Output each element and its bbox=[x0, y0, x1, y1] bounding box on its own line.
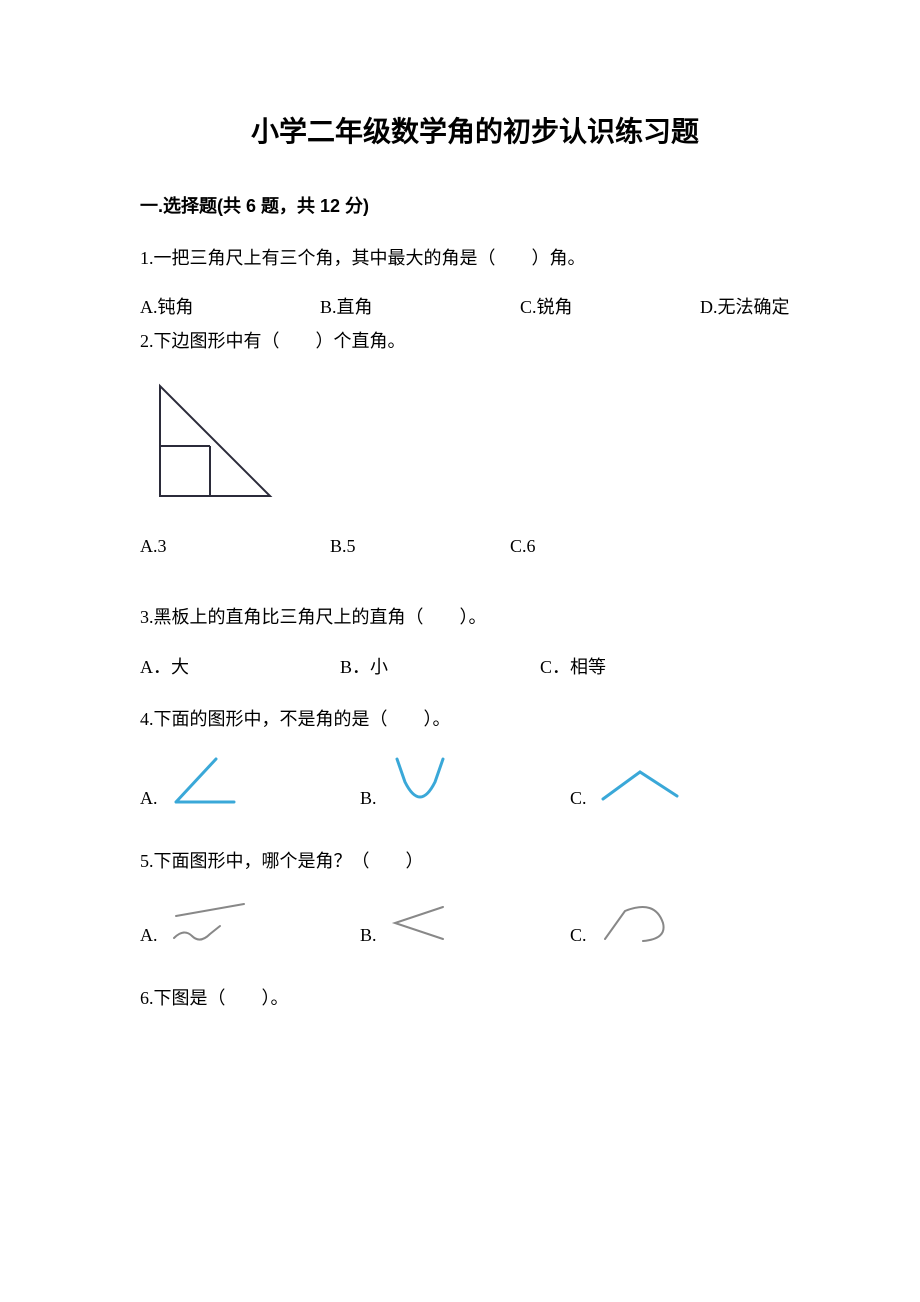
q5-label-c: C. bbox=[570, 925, 587, 946]
q4-option-b: B. bbox=[360, 754, 570, 809]
q4-shape-b bbox=[385, 754, 455, 809]
q4-label-b: B. bbox=[360, 788, 377, 809]
q4-label-c: C. bbox=[570, 788, 587, 809]
q2-option-c: C.6 bbox=[510, 536, 660, 557]
q5-label-b: B. bbox=[360, 925, 377, 946]
q1-options: A.钝角 B.直角 C.锐角 D.无法确定 bbox=[140, 293, 810, 319]
q1-option-c: C.锐角 bbox=[520, 293, 700, 319]
q4-option-c: C. bbox=[570, 764, 770, 809]
q5-shape-c bbox=[595, 901, 675, 946]
q4-shape-a bbox=[166, 754, 246, 809]
section-header: 一.选择题(共 6 题，共 12 分) bbox=[140, 192, 810, 218]
q1-text: 1.一把三角尺上有三个角，其中最大的角是（ ）角。 bbox=[140, 246, 810, 271]
q5-shape-b bbox=[385, 901, 455, 946]
q5-options: A. B. C. bbox=[140, 896, 810, 946]
q2-figure bbox=[140, 376, 810, 506]
q1-option-d: D.无法确定 bbox=[700, 293, 810, 319]
q2-options: A.3 B.5 C.6 bbox=[140, 536, 810, 557]
q4-option-a: A. bbox=[140, 754, 360, 809]
triangle-svg bbox=[140, 376, 290, 506]
q5-option-b: B. bbox=[360, 901, 570, 946]
q2-text: 2.下边图形中有（ ）个直角。 bbox=[140, 329, 810, 354]
q3-option-c: C．相等 bbox=[540, 653, 690, 679]
q6-text: 6.下图是（ ）。 bbox=[140, 986, 810, 1011]
q5-option-a: A. bbox=[140, 896, 360, 946]
q5-shape-a bbox=[166, 896, 256, 946]
q1-option-a: A.钝角 bbox=[140, 293, 320, 319]
q3-text: 3.黑板上的直角比三角尺上的直角（ ）。 bbox=[140, 605, 810, 630]
q1-option-b: B.直角 bbox=[320, 293, 520, 319]
q2-option-b: B.5 bbox=[330, 536, 510, 557]
q3-option-a: A．大 bbox=[140, 653, 340, 679]
q4-shape-c bbox=[595, 764, 685, 809]
q3-option-b: B．小 bbox=[340, 653, 540, 679]
q3-options: A．大 B．小 C．相等 bbox=[140, 653, 810, 679]
q4-label-a: A. bbox=[140, 788, 158, 809]
q5-text: 5.下面图形中，哪个是角？（ ） bbox=[140, 849, 810, 874]
q4-options: A. B. C. bbox=[140, 754, 810, 809]
q5-label-a: A. bbox=[140, 925, 158, 946]
q2-option-a: A.3 bbox=[140, 536, 330, 557]
q4-text: 4.下面的图形中，不是角的是（ ）。 bbox=[140, 707, 810, 732]
q5-option-c: C. bbox=[570, 901, 770, 946]
page-title: 小学二年级数学角的初步认识练习题 bbox=[140, 110, 810, 150]
